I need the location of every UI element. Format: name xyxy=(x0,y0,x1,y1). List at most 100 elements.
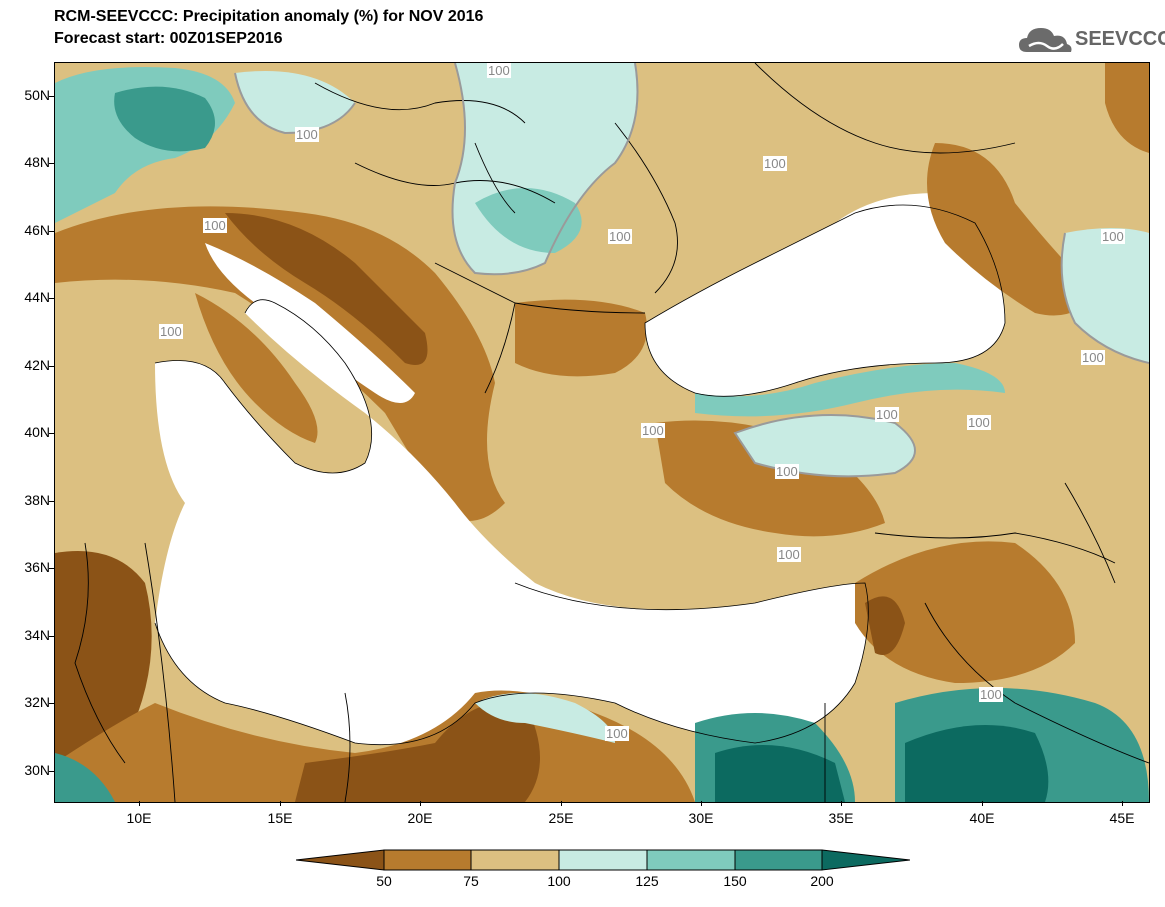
contour-label: 100 xyxy=(641,423,665,438)
lat-tick xyxy=(49,771,54,772)
contour-label: 100 xyxy=(967,415,991,430)
lat-tick xyxy=(49,96,54,97)
light-teal-coast-med xyxy=(475,693,615,743)
lat-tick xyxy=(49,163,54,164)
colorbar-segment-150-200 xyxy=(734,849,823,871)
darkteal-region-arabia xyxy=(905,725,1049,802)
light-teal-region-east xyxy=(1061,228,1149,363)
colorbar-label: 100 xyxy=(547,873,571,889)
lon-tick xyxy=(841,801,842,806)
map-title: RCM-SEEVCCC: Precipitation anomaly (%) f… xyxy=(54,8,484,25)
lat-label: 44N xyxy=(24,289,50,305)
sea-black-sea xyxy=(645,205,1005,397)
contour-label: 100 xyxy=(775,464,799,479)
darkteal-region-egypt xyxy=(715,745,845,802)
lon-label: 10E xyxy=(126,810,152,826)
lon-label: 45E xyxy=(1109,810,1135,826)
darkbrown-region-libya xyxy=(295,701,540,802)
lat-label: 46N xyxy=(24,222,50,238)
sea-azov xyxy=(835,193,943,241)
lat-label: 32N xyxy=(24,694,50,710)
lon-tick xyxy=(1122,801,1123,806)
darkbrown-region-levant xyxy=(865,596,905,655)
contour-label: 100 xyxy=(295,127,319,142)
map-plot-area: 100 100 100 100 100 100 100 100 100 100 … xyxy=(54,62,1150,803)
lat-label: 36N xyxy=(24,559,50,575)
brown-region-ne xyxy=(1105,63,1149,153)
lat-label: 42N xyxy=(24,357,50,373)
darkbrown-region-balkan xyxy=(225,213,428,365)
teal-coast-turkey-north xyxy=(695,363,1005,417)
contour-label: 100 xyxy=(979,687,1003,702)
contour-label: 100 xyxy=(1101,229,1125,244)
lon-tick xyxy=(420,801,421,806)
lat-label: 40N xyxy=(24,424,50,440)
colorbar-segment-100-125 xyxy=(558,849,648,871)
contour-label: 100 xyxy=(1081,350,1105,365)
colorbar-label: 150 xyxy=(723,873,747,889)
logo-text: SEEVCCC xyxy=(1075,28,1165,50)
cloud-icon xyxy=(1019,28,1072,52)
lat-tick xyxy=(49,703,54,704)
lon-label: 15E xyxy=(267,810,293,826)
seevccc-logo: SEEVCCC xyxy=(1017,22,1165,58)
country-borders xyxy=(74,63,1149,802)
colorbar xyxy=(296,849,910,871)
lon-tick xyxy=(561,801,562,806)
light-teal-region-nw xyxy=(235,71,355,133)
contour-label: 100 xyxy=(487,63,511,78)
dark-teal-region-nw xyxy=(114,86,215,152)
teal-region-romania xyxy=(475,188,582,253)
colorbar-segment-50-75 xyxy=(383,849,472,871)
lat-tick xyxy=(49,433,54,434)
lat-tick xyxy=(49,501,54,502)
lat-label: 38N xyxy=(24,492,50,508)
lon-label: 25E xyxy=(548,810,574,826)
lon-label: 40E xyxy=(969,810,995,826)
colorbar-label: 200 xyxy=(810,873,834,889)
sea-adriatic xyxy=(205,243,415,403)
light-teal-region-turkey xyxy=(735,415,915,477)
lat-label: 30N xyxy=(24,762,50,778)
lat-tick xyxy=(49,568,54,569)
lat-tick xyxy=(49,231,54,232)
lon-tick xyxy=(701,801,702,806)
colorbar-segment-75-100 xyxy=(470,849,560,871)
contour-label: 100 xyxy=(763,156,787,171)
lat-label: 34N xyxy=(24,627,50,643)
lat-label: 48N xyxy=(24,154,50,170)
colorbar-label: 75 xyxy=(463,873,479,889)
colorbar-segment-gt200 xyxy=(821,849,910,871)
contour-label: 100 xyxy=(605,726,629,741)
colorbar-segment-125-150 xyxy=(646,849,736,871)
contour-100-lines xyxy=(234,63,1149,478)
lon-tick xyxy=(139,801,140,806)
coastlines xyxy=(154,204,1006,746)
colorbar-label: 125 xyxy=(635,873,659,889)
brown-region-bulgaria xyxy=(515,299,647,377)
contour-label: 100 xyxy=(159,324,183,339)
colorbar-label: 50 xyxy=(376,873,392,889)
brown-region-levant xyxy=(855,541,1075,683)
map-subtitle: Forecast start: 00Z01SEP2016 xyxy=(54,30,283,47)
contour-label: 100 xyxy=(875,407,899,422)
anomaly-map xyxy=(55,63,1149,802)
colorbar-segment-lt50 xyxy=(296,849,385,871)
lon-label: 35E xyxy=(828,810,854,826)
lat-tick xyxy=(49,298,54,299)
brown-region-italy xyxy=(195,293,318,443)
lon-tick xyxy=(982,801,983,806)
contour-label: 100 xyxy=(608,229,632,244)
contour-label: 100 xyxy=(777,547,801,562)
sea-tyrrhenian-ionian-med xyxy=(155,299,869,745)
lon-label: 20E xyxy=(407,810,433,826)
lat-tick xyxy=(49,366,54,367)
brown-region-caucasus xyxy=(927,143,1095,316)
brown-region-alps xyxy=(55,206,505,522)
lat-label: 50N xyxy=(24,87,50,103)
lon-tick xyxy=(280,801,281,806)
brown-region-turkey xyxy=(655,420,885,537)
lon-label: 30E xyxy=(688,810,714,826)
lat-tick xyxy=(49,636,54,637)
contour-label: 100 xyxy=(203,218,227,233)
